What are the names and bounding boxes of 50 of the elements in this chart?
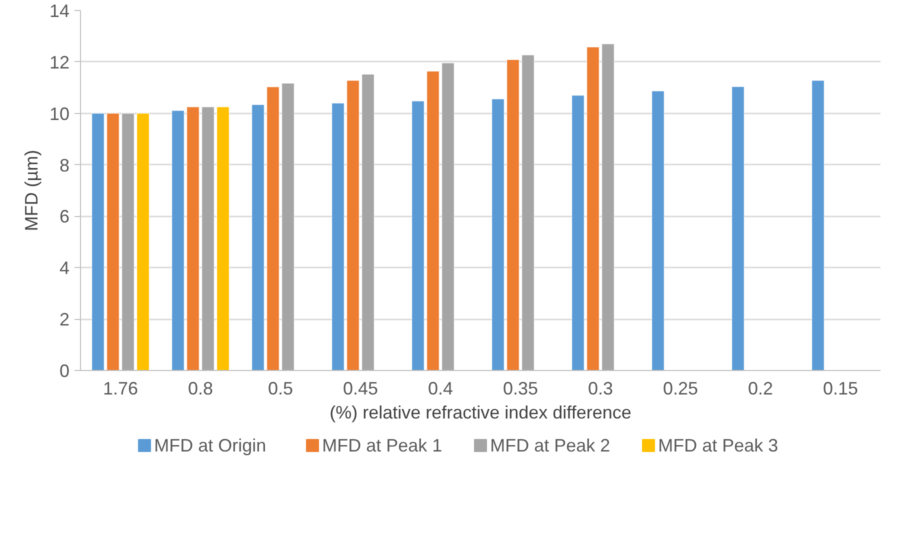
bar [426, 70, 440, 370]
y-tick-label: 4 [59, 258, 70, 278]
bar [282, 83, 294, 370]
bar [602, 44, 614, 370]
y-tick-label: 10 [49, 104, 70, 124]
bar [266, 86, 280, 370]
y-tick-label: 2 [59, 310, 70, 330]
x-tick-label: 0.25 [662, 378, 698, 398]
bar [92, 113, 104, 370]
bar [522, 54, 534, 370]
bar [252, 104, 264, 370]
bar [122, 113, 134, 370]
bar [586, 46, 600, 370]
x-tick-label: 0.35 [502, 378, 538, 398]
bar [216, 106, 230, 370]
y-tick-label: 12 [49, 52, 70, 72]
y-axis-title: MFD (µm) [21, 150, 42, 232]
x-tick-label: 0.2 [748, 378, 774, 398]
x-axis-title: (%) relative refractive index difference [330, 402, 632, 422]
bar [136, 113, 150, 370]
bar [652, 90, 664, 370]
bar [732, 86, 744, 370]
x-tick-label: 0.15 [822, 378, 858, 398]
y-tick-label: 8 [59, 155, 70, 176]
y-tick-label: 0 [59, 361, 70, 381]
x-tick-label: 0.5 [268, 378, 294, 398]
x-tick-label: 0.8 [188, 378, 214, 398]
bar [412, 100, 424, 370]
legend-label: MFD at Peak 2 [490, 436, 610, 456]
bar [346, 80, 360, 370]
bar [172, 110, 184, 370]
bar [442, 62, 454, 370]
bar [492, 98, 504, 370]
bar [506, 59, 520, 370]
bar [362, 74, 374, 370]
bar [202, 106, 214, 370]
x-tick-label: 0.45 [342, 378, 378, 398]
y-tick-label: 14 [49, 1, 70, 21]
x-tick-label: 0.4 [428, 378, 454, 398]
x-tick-label: 1.76 [102, 378, 138, 398]
bar [186, 106, 200, 370]
bar [106, 113, 120, 370]
legend-label: MFD at Peak 1 [322, 436, 442, 456]
x-tick-label: 0.3 [588, 378, 614, 398]
legend-label: MFD at Peak 3 [658, 436, 778, 456]
bar [332, 102, 344, 370]
legend-label: MFD at Origin [154, 436, 266, 456]
bar [812, 80, 824, 370]
y-tick-label: 6 [59, 206, 70, 227]
bar [572, 95, 584, 370]
